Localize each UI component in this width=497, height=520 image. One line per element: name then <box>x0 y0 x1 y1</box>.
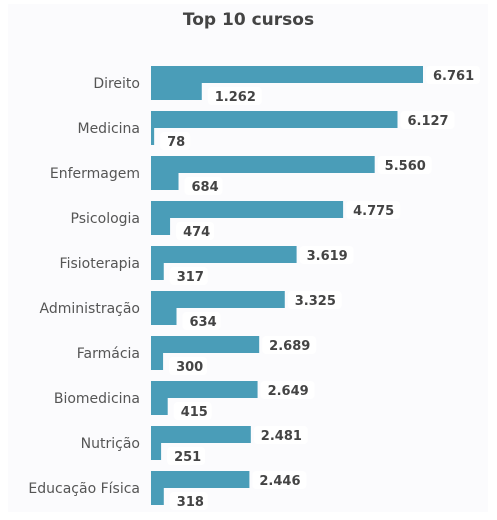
bar-secondary <box>151 173 179 190</box>
data-label: 684 <box>192 180 219 195</box>
data-label: 300 <box>176 360 203 375</box>
data-label: 415 <box>181 405 208 420</box>
data-label: 5.560 <box>385 159 426 174</box>
bar-secondary <box>151 308 177 325</box>
chart-title: Top 10 cursos <box>182 10 315 30</box>
data-label: 2.446 <box>259 474 300 489</box>
bar-secondary <box>151 353 164 370</box>
category-label: Fisioterapia <box>60 256 140 272</box>
data-label-bg <box>346 201 401 219</box>
data-label-bg <box>169 357 208 375</box>
data-label-bg <box>253 426 308 444</box>
bar-primary <box>151 246 297 263</box>
bar-primary <box>151 201 344 218</box>
data-label-bg <box>207 87 262 105</box>
data-label: 318 <box>177 495 204 510</box>
category-label: Medicina <box>77 121 140 137</box>
category-label: Enfermagem <box>50 166 140 182</box>
bar-primary <box>151 291 285 308</box>
data-label-bg <box>167 447 206 465</box>
bar-secondary <box>151 443 162 460</box>
category-label: Psicologia <box>71 211 140 227</box>
bar-secondary <box>151 263 164 280</box>
data-label-bg <box>400 111 455 129</box>
category-label: Administração <box>40 301 140 317</box>
bar-secondary <box>151 128 155 145</box>
bar-secondary <box>151 488 164 505</box>
data-label: 2.649 <box>268 384 309 399</box>
data-label: 2.481 <box>261 429 302 444</box>
data-label-bg <box>287 291 342 309</box>
data-label-bg <box>169 267 208 285</box>
data-label: 251 <box>174 450 201 465</box>
data-label-bg <box>169 492 208 510</box>
category-label: Direito <box>93 76 140 92</box>
bar-primary <box>151 426 251 443</box>
data-label: 1.262 <box>215 90 256 105</box>
data-label: 78 <box>167 135 185 150</box>
bar-primary <box>151 336 260 353</box>
bar-primary <box>151 156 375 173</box>
bar-primary <box>151 471 250 488</box>
data-label-bg <box>184 177 223 195</box>
bar-secondary <box>151 83 202 100</box>
data-label: 474 <box>183 225 210 240</box>
data-label: 3.619 <box>307 249 348 264</box>
data-label-bg <box>299 246 354 264</box>
data-label-bg <box>176 222 215 240</box>
category-label: Educação Física <box>28 481 140 497</box>
category-label: Nutrição <box>81 436 140 452</box>
data-label-bg <box>173 402 212 420</box>
data-label-bg <box>182 312 221 330</box>
data-label: 6.127 <box>407 114 448 129</box>
data-label: 4.775 <box>353 204 394 219</box>
data-label-bg <box>426 66 480 84</box>
data-label: 317 <box>177 270 204 285</box>
data-label-bg <box>262 336 317 354</box>
category-label: Farmácia <box>77 346 140 362</box>
bar-primary <box>151 66 423 83</box>
data-label: 2.689 <box>269 339 310 354</box>
bar-primary <box>151 381 258 398</box>
data-label-bg <box>260 381 315 399</box>
data-label: 6.761 <box>433 69 474 84</box>
data-label: 3.325 <box>295 294 336 309</box>
data-label-bg <box>377 156 432 174</box>
data-label-bg <box>160 132 191 150</box>
bar-secondary <box>151 398 168 415</box>
bar-primary <box>151 111 398 128</box>
data-label: 634 <box>190 315 217 330</box>
bar-secondary <box>151 218 171 235</box>
category-label: Biomedicina <box>54 391 140 407</box>
data-label-bg <box>252 471 307 489</box>
